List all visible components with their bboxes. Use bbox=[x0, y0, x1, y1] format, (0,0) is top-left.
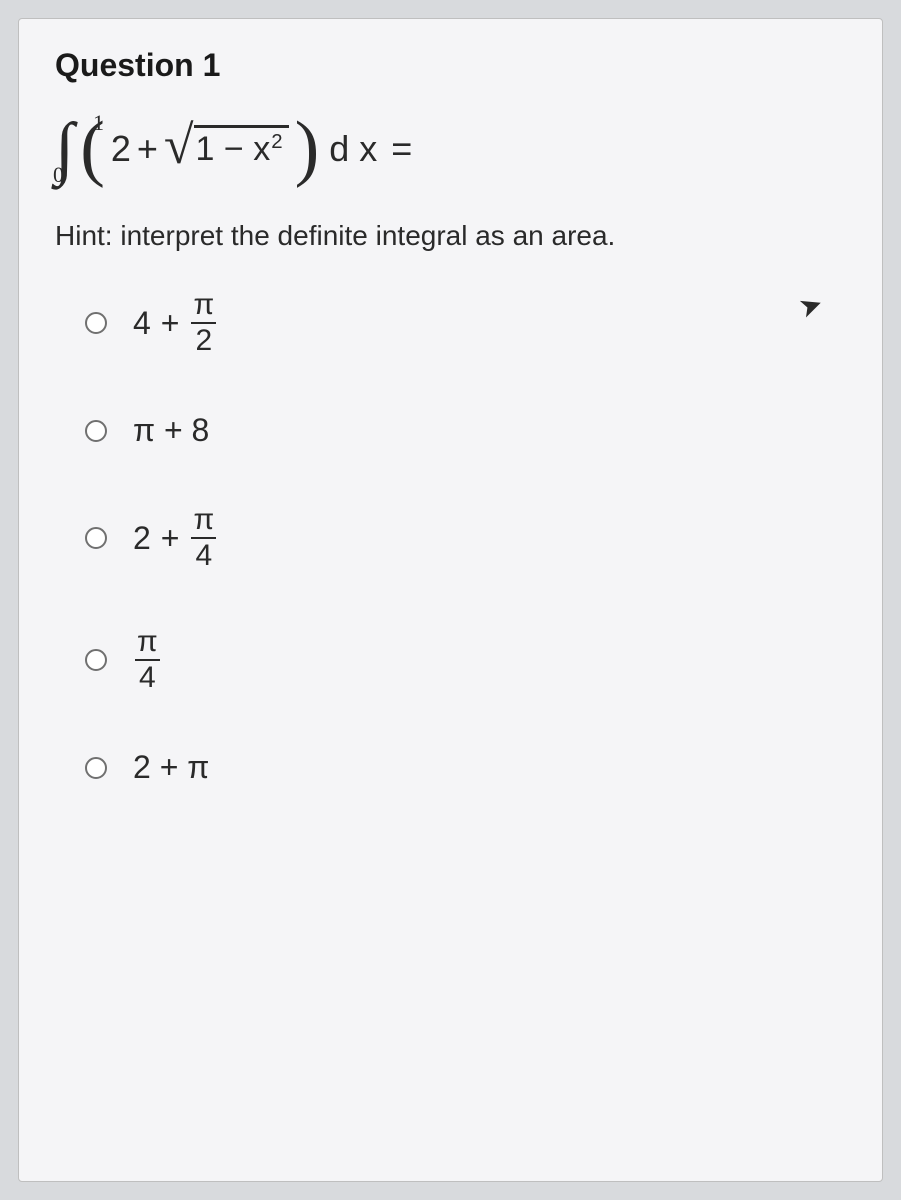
option-label: π 4 bbox=[133, 627, 162, 693]
square-root: √ 1 − x2 bbox=[164, 122, 289, 176]
radio-icon[interactable] bbox=[85, 649, 107, 671]
option-4[interactable]: π 4 bbox=[85, 627, 846, 693]
integral-lower-limit: 0 bbox=[53, 164, 64, 186]
option-1[interactable]: 4 + π 2 bbox=[85, 290, 846, 356]
option-label: 2 + π bbox=[133, 749, 209, 786]
right-paren: ) bbox=[295, 119, 320, 178]
option-label: 2 + π 4 bbox=[133, 505, 218, 571]
integral-expression: ∫ 1 0 ( 2 + √ 1 − x2 ) d x = bbox=[55, 114, 846, 184]
radio-icon[interactable] bbox=[85, 527, 107, 549]
dx: d x bbox=[329, 128, 377, 170]
option-5[interactable]: 2 + π bbox=[85, 749, 846, 786]
constant-term: 2 bbox=[111, 128, 131, 170]
options-list: 4 + π 2 π + 8 2 + π 4 bbox=[85, 290, 846, 786]
radio-icon[interactable] bbox=[85, 757, 107, 779]
radicand: 1 − x2 bbox=[194, 125, 289, 169]
integral-symbol: ∫ 1 0 bbox=[55, 114, 74, 184]
option-2[interactable]: π + 8 bbox=[85, 412, 846, 449]
hint-text: Hint: interpret the definite integral as… bbox=[55, 220, 846, 252]
equals-sign: = bbox=[391, 128, 412, 170]
plus-sign: + bbox=[137, 128, 158, 170]
integral-upper-limit: 1 bbox=[93, 112, 104, 134]
radical-symbol: √ bbox=[164, 118, 194, 172]
radio-icon[interactable] bbox=[85, 420, 107, 442]
question-panel: Question 1 ∫ 1 0 ( 2 + √ 1 − x2 ) d x = … bbox=[18, 18, 883, 1182]
radio-icon[interactable] bbox=[85, 312, 107, 334]
question-title: Question 1 bbox=[55, 47, 846, 84]
option-label: π + 8 bbox=[133, 412, 209, 449]
option-label: 4 + π 2 bbox=[133, 290, 218, 356]
option-3[interactable]: 2 + π 4 bbox=[85, 505, 846, 571]
